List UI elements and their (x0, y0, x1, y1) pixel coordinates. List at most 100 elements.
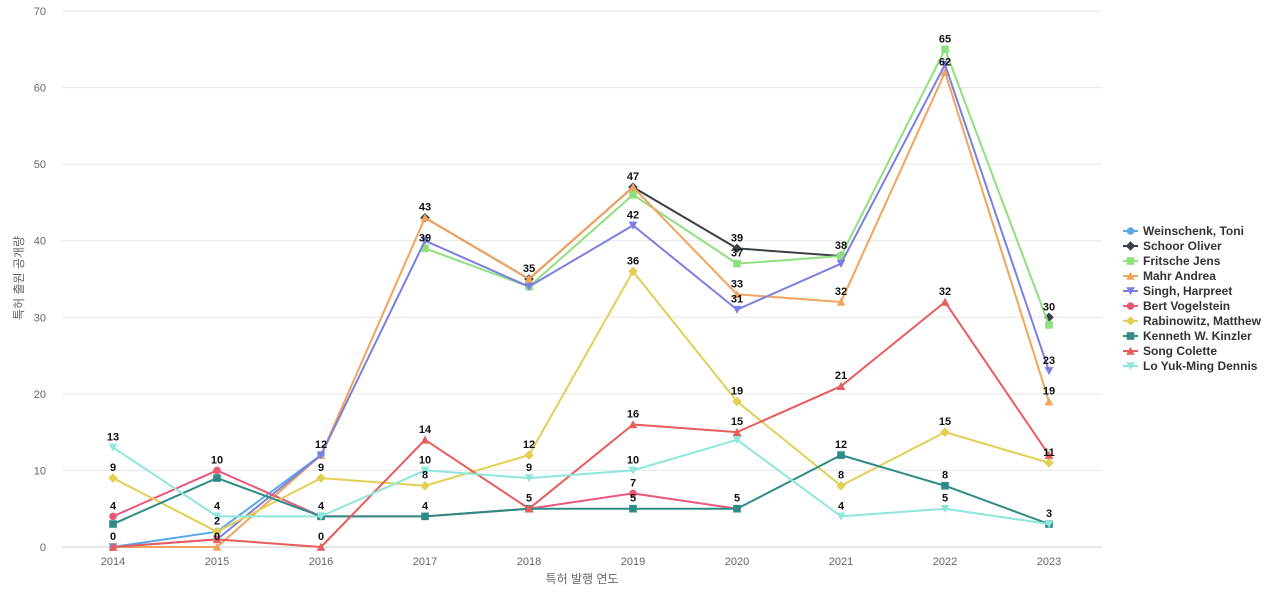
data-point[interactable] (836, 381, 846, 390)
data-point[interactable] (628, 420, 638, 429)
data-point[interactable] (212, 542, 222, 551)
data-point[interactable] (524, 504, 534, 513)
data-point[interactable] (837, 451, 845, 459)
data-point[interactable] (836, 259, 846, 268)
legend-item[interactable]: Bert Vogelstein (1123, 299, 1230, 313)
data-point[interactable] (732, 243, 742, 254)
data-point[interactable] (629, 504, 637, 513)
data-point[interactable] (941, 45, 949, 54)
data-point[interactable] (629, 489, 637, 498)
legend-item[interactable]: Mahr Andrea (1123, 269, 1216, 283)
data-point[interactable] (420, 236, 430, 246)
data-point[interactable] (1044, 367, 1054, 376)
data-label: 8 (422, 470, 428, 482)
data-point[interactable] (628, 266, 638, 277)
data-point[interactable] (524, 450, 534, 460)
y-axis-title: 특허 출원 공개량 (12, 236, 26, 320)
data-point[interactable] (212, 526, 222, 537)
data-label: 32 (939, 286, 951, 298)
legend-label: Singh, Harpreet (1143, 284, 1232, 298)
data-point[interactable] (1044, 450, 1054, 459)
data-point[interactable] (732, 436, 742, 445)
data-label: 10 (627, 454, 639, 466)
data-point[interactable] (732, 427, 742, 436)
data-point[interactable] (213, 466, 221, 475)
data-point[interactable] (733, 504, 741, 513)
data-point[interactable] (732, 305, 742, 314)
data-point[interactable] (524, 474, 534, 483)
data-point[interactable] (628, 182, 638, 191)
data-point[interactable] (628, 466, 638, 475)
legend-item[interactable]: Weinschenk, Toni (1123, 224, 1244, 238)
legend-marker[interactable] (1125, 241, 1136, 251)
data-point[interactable] (732, 396, 742, 407)
legend-item[interactable]: Rabinowitz, Matthew (1123, 314, 1262, 328)
data-point[interactable] (941, 481, 949, 490)
data-point[interactable] (836, 480, 846, 491)
data-label: 9 (318, 462, 324, 474)
y-tick-label: 40 (34, 236, 46, 248)
data-point[interactable] (1045, 321, 1053, 329)
data-point[interactable] (316, 451, 326, 460)
legend-item[interactable]: Fritsche Jens (1123, 254, 1221, 268)
x-axis-title: 특허 발행 연도 (546, 571, 619, 586)
data-point[interactable] (316, 473, 326, 483)
data-point[interactable] (1044, 520, 1054, 529)
data-label: 32 (835, 286, 847, 298)
data-point[interactable] (421, 512, 429, 521)
data-point[interactable] (108, 473, 118, 483)
data-point[interactable] (1044, 457, 1054, 468)
data-point[interactable] (420, 213, 430, 222)
data-point[interactable] (212, 535, 222, 544)
legend-marker[interactable] (1126, 257, 1135, 265)
legend-marker[interactable] (1126, 346, 1135, 355)
legend-item[interactable]: Lo Yuk-Ming Dennis (1123, 359, 1258, 373)
legend-marker[interactable] (1126, 227, 1135, 235)
data-point[interactable] (836, 297, 846, 306)
data-point[interactable] (733, 259, 741, 268)
data-point[interactable] (108, 542, 118, 551)
data-label: 38 (835, 240, 847, 252)
legend-marker[interactable] (1125, 316, 1136, 326)
legend-marker[interactable] (1126, 271, 1135, 280)
data-point[interactable] (1044, 397, 1054, 406)
data-point[interactable] (732, 290, 742, 299)
legend-marker[interactable] (1126, 302, 1135, 310)
legend-marker[interactable] (1126, 287, 1135, 296)
data-point[interactable] (213, 474, 221, 482)
data-point[interactable] (316, 542, 326, 551)
legend-item[interactable]: Schoor Oliver (1123, 239, 1222, 253)
data-point[interactable] (837, 252, 845, 260)
legend-marker[interactable] (1126, 332, 1135, 340)
data-point[interactable] (940, 504, 950, 514)
data-point[interactable] (940, 297, 950, 306)
series-5 (108, 60, 1054, 552)
data-point[interactable] (524, 282, 534, 291)
series-line (113, 71, 1050, 548)
data-point[interactable] (940, 60, 950, 69)
data-point[interactable] (420, 466, 430, 475)
data-point[interactable] (212, 512, 222, 521)
data-point[interactable] (524, 274, 534, 283)
data-point[interactable] (420, 435, 430, 444)
data-point[interactable] (1044, 312, 1054, 323)
data-point[interactable] (836, 512, 846, 521)
data-point[interactable] (421, 244, 429, 253)
data-point[interactable] (316, 512, 326, 521)
data-point[interactable] (940, 427, 950, 437)
data-point[interactable] (109, 512, 117, 521)
data-point[interactable] (109, 520, 117, 528)
legend-label: Bert Vogelstein (1143, 299, 1230, 313)
data-point[interactable] (629, 190, 637, 199)
data-label: 4 (214, 500, 221, 512)
legend-item[interactable]: Song Colette (1123, 344, 1217, 358)
series-4 (108, 67, 1054, 551)
data-point[interactable] (420, 480, 430, 491)
data-point[interactable] (628, 221, 638, 230)
legend-item[interactable]: Singh, Harpreet (1123, 284, 1232, 298)
legend-item[interactable]: Kenneth W. Kinzler (1123, 329, 1252, 343)
data-point[interactable] (108, 443, 118, 452)
data-label: 2 (214, 516, 220, 528)
legend-marker[interactable] (1126, 362, 1135, 371)
data-label: 4 (838, 500, 845, 512)
